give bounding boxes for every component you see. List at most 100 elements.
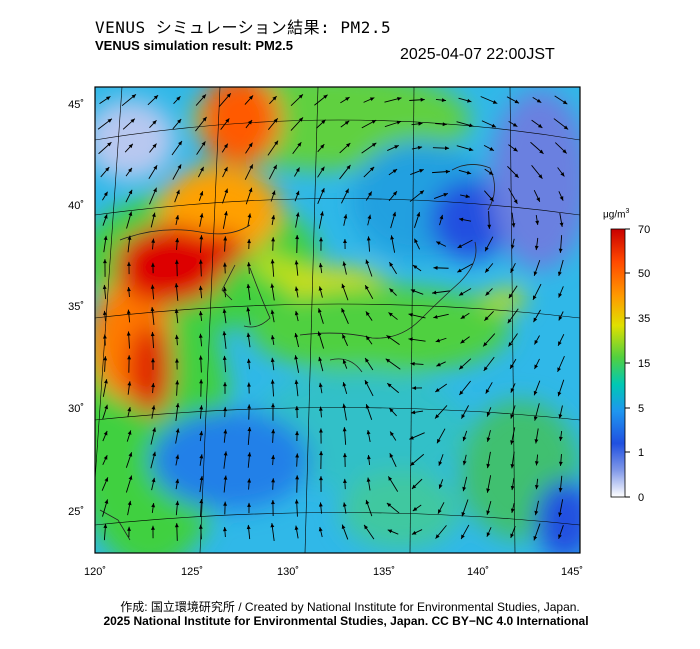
wind-arrowhead (151, 405, 156, 410)
wind-arrowhead (386, 502, 392, 508)
wind-arrowhead (437, 509, 442, 514)
wind-arrowhead (295, 167, 300, 172)
wind-arrowhead (270, 283, 275, 288)
wind-arrowhead (248, 120, 253, 125)
wind-arrowhead (486, 532, 491, 537)
lat-tick: 35˚ (68, 301, 84, 313)
wind-arrowhead (249, 164, 253, 169)
wind-arrowhead (533, 416, 538, 421)
wind-arrowhead (247, 427, 252, 432)
wind-arrowhead (318, 382, 323, 388)
wind-arrowhead (536, 197, 540, 202)
wind-arrowhead (246, 283, 251, 289)
wind-arrowhead (294, 286, 299, 291)
wind-arrowhead (127, 526, 131, 531)
wind-arrowhead (151, 525, 155, 530)
wind-arrowhead (534, 461, 539, 466)
wind-arrowhead (317, 331, 322, 336)
wind-arrowhead (492, 100, 498, 104)
wind-arrowhead (342, 359, 347, 364)
wind-arrowhead (271, 215, 276, 220)
wind-arrowhead (107, 142, 112, 147)
wind-arrowhead (104, 499, 109, 504)
wind-arrowhead (371, 120, 377, 124)
wind-arrowhead (532, 295, 537, 300)
wind-arrowhead (342, 403, 347, 409)
colorbar-label: 0 (638, 492, 644, 504)
wind-arrowhead (485, 389, 490, 394)
wind-arrowhead (103, 259, 107, 264)
wind-arrowhead (369, 97, 375, 102)
wind-arrowhead (152, 427, 156, 432)
wind-arrowhead (346, 143, 351, 148)
wind-arrowhead (176, 189, 180, 195)
wind-arrowhead (513, 147, 518, 152)
wind-arrowhead (491, 123, 497, 128)
wind-arrowhead (438, 484, 443, 489)
wind-arrowhead (342, 502, 347, 507)
wind-arrowhead (435, 338, 441, 343)
wind-arrowhead (534, 245, 539, 251)
wind-arrowhead (128, 475, 133, 480)
lat-tick: 45˚ (68, 99, 84, 111)
wind-arrowhead (510, 464, 515, 469)
wind-arrowhead (365, 259, 370, 264)
wind-arrowhead (483, 342, 488, 347)
lon-tick: 135˚ (373, 566, 395, 578)
wind-arrowhead (341, 524, 346, 530)
coastlines (99, 164, 495, 541)
wind-arrowhead (365, 335, 370, 341)
wind-arrowhead (127, 355, 132, 360)
wind-arrowhead (102, 284, 107, 290)
wind-arrowhead (435, 388, 440, 392)
wind-arrowhead (411, 386, 417, 390)
lon-tick: 130˚ (277, 566, 299, 578)
wind-arrowhead (562, 100, 568, 105)
wind-arrowhead (510, 485, 515, 491)
wind-arrowhead (295, 453, 300, 458)
wind-arrowhead (127, 500, 132, 506)
wind-arrowhead (417, 145, 423, 150)
wind-arrowhead (176, 96, 181, 101)
wind-arrowhead (103, 455, 108, 460)
wind-arrowhead (294, 406, 299, 411)
wind-arrowhead (486, 488, 491, 493)
wind-arrowhead (175, 403, 180, 408)
wind-arrowhead (270, 523, 275, 528)
wind-arrowhead (175, 238, 180, 243)
wind-arrowhead (247, 452, 252, 457)
wind-arrowhead (103, 191, 108, 197)
colorbar-label: 50 (638, 268, 650, 280)
wind-arrowhead (558, 512, 563, 517)
wind-arrowhead (222, 262, 227, 267)
wind-arrowhead (534, 484, 539, 490)
wind-arrowhead (443, 193, 448, 197)
wind-arrowhead (512, 122, 518, 127)
wind-arrowhead (459, 365, 464, 370)
wind-arrowhead (128, 452, 133, 457)
wind-arrowhead (460, 314, 466, 319)
wind-arrowhead (270, 309, 275, 315)
wind-arrowhead (107, 118, 112, 123)
wind-arrowhead (536, 98, 542, 103)
title-english: VENUS simulation result: PM2.5 (95, 38, 293, 53)
wind-arrowhead (534, 439, 539, 444)
wind-arrowhead (105, 96, 111, 101)
wind-arrowhead (318, 527, 323, 532)
wind-arrowhead (199, 235, 204, 240)
wind-arrowhead (385, 358, 391, 363)
wind-arrowhead (103, 235, 108, 241)
wind-arrowhead (222, 331, 227, 336)
wind-arrowhead (104, 477, 109, 482)
wind-arrowhead (321, 119, 326, 124)
wind-arrowhead (295, 430, 299, 436)
wind-arrowhead (534, 339, 539, 345)
wind-arrowhead (433, 265, 438, 270)
wind-arrowhead (174, 283, 179, 288)
wind-arrowhead (485, 291, 490, 296)
colorbar-labels: 70 50 35 15 5 1 0 (625, 224, 650, 504)
wind-arrowhead (369, 166, 375, 172)
wind-arrowhead (202, 116, 207, 122)
wind-arrowhead (226, 93, 231, 98)
wind-arrowhead (557, 271, 562, 277)
